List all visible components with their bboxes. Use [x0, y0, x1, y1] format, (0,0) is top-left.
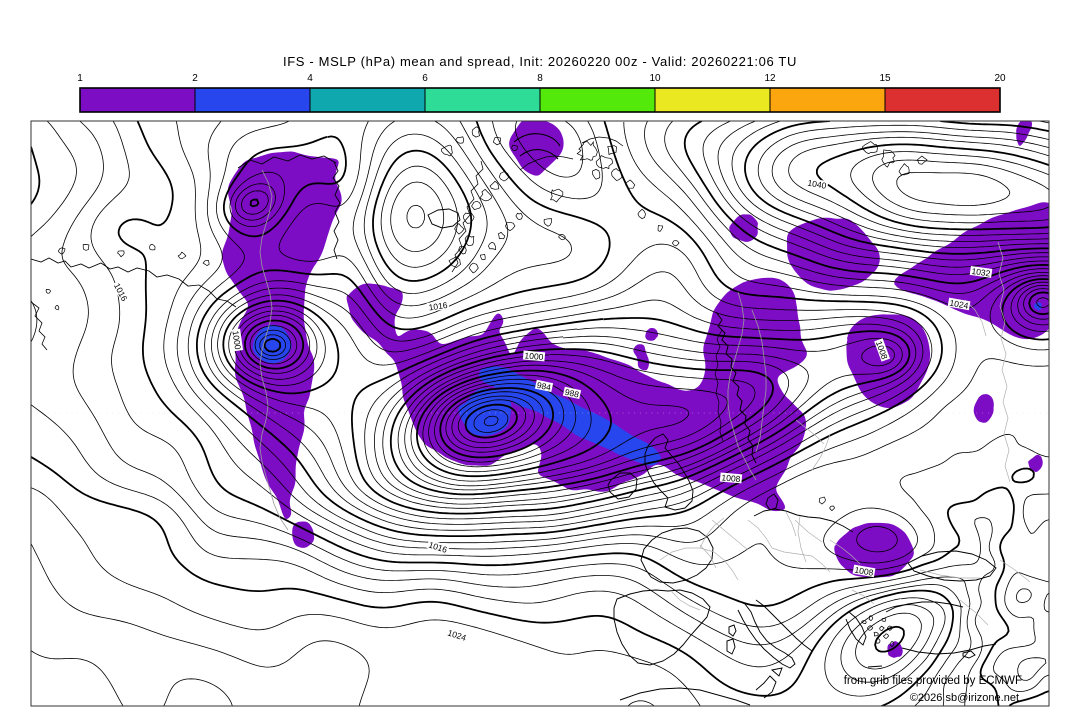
svg-text:IFS - MSLP (hPa) mean and spre: IFS - MSLP (hPa) mean and spread, Init: …	[283, 54, 797, 69]
svg-text:1: 1	[77, 73, 83, 84]
svg-text:1008: 1008	[721, 472, 741, 484]
svg-text:1024: 1024	[949, 298, 970, 311]
svg-text:984: 984	[536, 380, 552, 393]
svg-text:1000: 1000	[524, 350, 544, 362]
svg-text:1000: 1000	[231, 330, 244, 350]
svg-text:20: 20	[994, 73, 1006, 84]
svg-text:4: 4	[307, 73, 313, 84]
svg-text:from grib files provided by EC: from grib files provided by ECMWF	[844, 675, 1022, 687]
svg-text:1032: 1032	[971, 266, 991, 279]
svg-text:2: 2	[192, 73, 198, 84]
svg-text:1016: 1016	[428, 300, 448, 313]
svg-text:10: 10	[649, 73, 661, 84]
svg-text:©2026 sb@irizone.net: ©2026 sb@irizone.net	[910, 692, 1019, 704]
svg-text:12: 12	[764, 73, 776, 84]
svg-text:1040: 1040	[807, 178, 828, 191]
svg-text:8: 8	[537, 73, 543, 84]
svg-text:15: 15	[879, 73, 891, 84]
svg-text:988: 988	[564, 387, 580, 400]
svg-text:1008: 1008	[854, 565, 875, 578]
svg-text:6: 6	[422, 73, 428, 84]
